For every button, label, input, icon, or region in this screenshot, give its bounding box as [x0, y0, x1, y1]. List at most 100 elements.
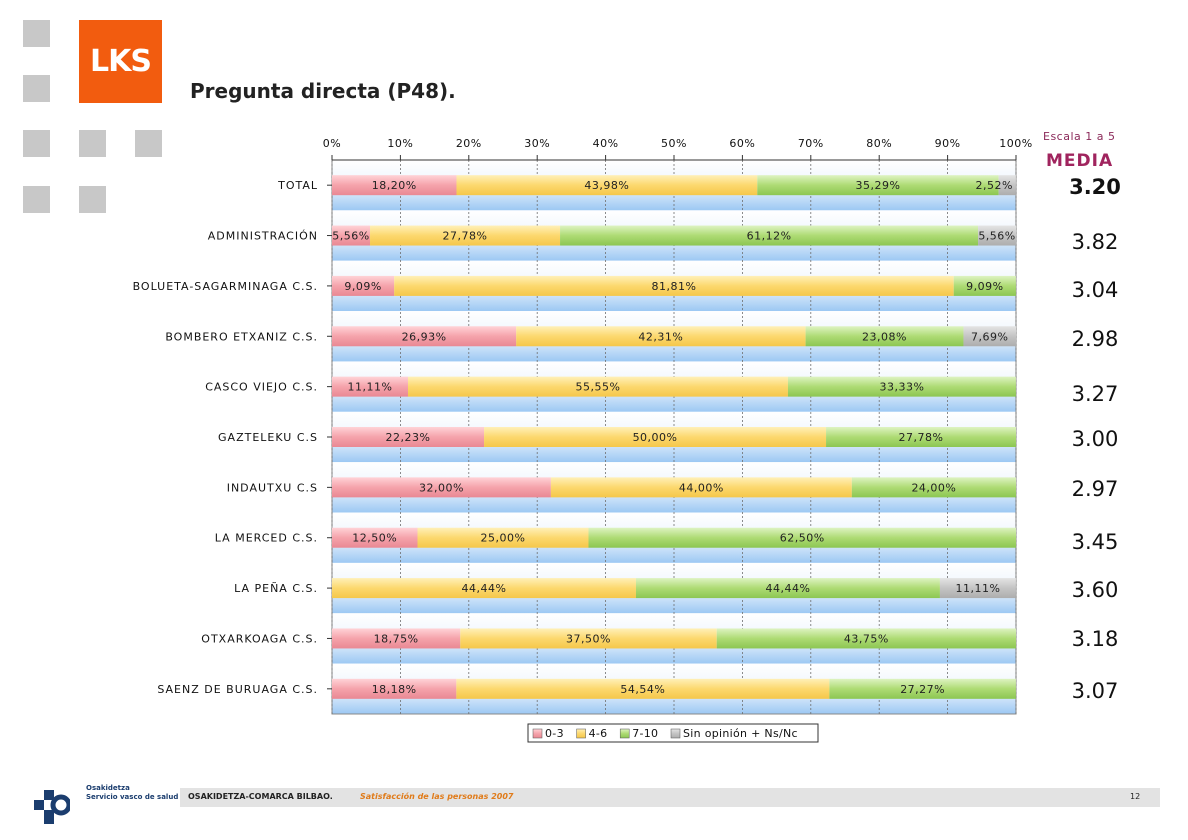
mean-value: 3.20	[1069, 175, 1121, 199]
bar-segment	[787, 376, 1016, 397]
bar-segment	[332, 527, 418, 548]
decor-square	[23, 186, 50, 213]
category-label: BOLUETA-SAGARMINAGA C.S.	[133, 280, 318, 293]
scale-note: Escala 1 a 5	[1043, 130, 1116, 143]
data-label: 43,98%	[584, 179, 629, 192]
category-label: LA MERCED C.S.	[215, 532, 318, 545]
osakidetza-logo-line2: Servicio vasco de salud	[86, 793, 179, 801]
mean-value: 3.27	[1071, 382, 1119, 406]
x-axis-ticks: 0% 10% 20% 30% 40% 50% 60% 70% 80% 90% 100%	[323, 137, 1032, 161]
bar-segment	[332, 628, 461, 649]
legend-swatch	[670, 728, 681, 739]
category-label: LA PEÑA C.S.	[234, 582, 318, 595]
bar-segment	[460, 628, 717, 649]
bar-segment	[516, 326, 806, 347]
mean-value: 3.04	[1071, 278, 1119, 302]
mean-value: 3.18	[1071, 627, 1119, 651]
legend: 0-3 4-6 7-10 Sin opinión + Ns/Nc	[527, 723, 819, 743]
bar-segment	[963, 326, 1016, 347]
data-label: 42,31%	[638, 330, 683, 343]
data-label: 9,09%	[966, 280, 1003, 293]
stacked-bar-chart: 0% 10% 20% 30% 40% 50% 60% 70% 80% 90% 100% TOTAL A…	[133, 137, 1032, 743]
x-tick-label: 60%	[729, 137, 755, 150]
page-title: Pregunta directa (P48).	[190, 79, 456, 103]
data-label: 44,44%	[765, 582, 810, 595]
data-label: 11,11%	[348, 381, 393, 394]
data-label: 12,50%	[352, 532, 397, 545]
bar-segment	[978, 225, 1016, 246]
legend-swatch	[619, 728, 630, 739]
x-tick-label: 100%	[999, 137, 1032, 150]
bar-segment	[332, 275, 395, 296]
x-tick-label: 30%	[524, 137, 550, 150]
x-tick-label: 40%	[593, 137, 619, 150]
data-label: 24,00%	[911, 481, 956, 494]
data-label: 18,75%	[374, 632, 419, 645]
bar-segment	[332, 175, 457, 196]
bar-segment	[370, 225, 561, 246]
osakidetza-logo-line1: Osakidetza	[86, 784, 130, 792]
data-label: 9,09%	[344, 280, 381, 293]
bar-segment	[332, 477, 551, 498]
data-label: 18,18%	[372, 683, 417, 696]
data-label: 33,33%	[879, 381, 924, 394]
data-label: 62,50%	[780, 532, 825, 545]
category-labels: TOTAL ADMINISTRACIÓN BOLUETA-SAGARMINAGA C…	[133, 179, 332, 696]
x-tick-label: 80%	[866, 137, 892, 150]
category-label: TOTAL	[277, 179, 318, 192]
mean-value: 2.97	[1071, 477, 1119, 501]
data-label: 54,54%	[620, 683, 665, 696]
data-label: 26,93%	[402, 330, 447, 343]
data-label: 50,00%	[633, 431, 678, 444]
bar-segment	[953, 275, 1016, 296]
category-label: CASCO VIEJO C.S.	[205, 381, 318, 394]
data-label: 81,81%	[651, 280, 696, 293]
bar-segment	[805, 326, 964, 347]
footer-bar	[180, 788, 1160, 807]
decor-square	[135, 130, 162, 157]
mean-label: MEDIA	[1046, 151, 1114, 171]
decor-square	[79, 130, 106, 157]
legend-label: Sin opinión + Ns/Nc	[683, 727, 798, 740]
mean-value: 3.45	[1071, 530, 1119, 554]
legend-swatch	[576, 728, 586, 739]
bar-segment	[407, 376, 788, 397]
bar-segment	[829, 678, 1016, 699]
data-label: 61,12%	[747, 230, 792, 243]
lks-logo: LKS	[79, 20, 162, 103]
x-tick-label: 70%	[798, 137, 824, 150]
data-label: 25,00%	[481, 532, 526, 545]
decor-square	[23, 20, 50, 47]
data-label: 32,00%	[419, 481, 464, 494]
category-label: INDAUTXU C.S	[227, 481, 318, 494]
data-label: 35,29%	[856, 179, 901, 192]
category-label: ADMINISTRACIÓN	[208, 230, 318, 243]
bar-segment	[332, 578, 636, 599]
mean-value: 2.98	[1071, 327, 1119, 351]
data-label: 18,20%	[372, 179, 417, 192]
bar-segment	[417, 527, 589, 548]
x-tick-label: 20%	[456, 137, 482, 150]
x-tick-label: 90%	[935, 137, 961, 150]
bar-segment	[939, 578, 1016, 599]
data-label: 44,00%	[679, 481, 724, 494]
footer-org: OSAKIDETZA-COMARCA BILBAO.	[188, 792, 333, 801]
data-label: 5,56%	[978, 230, 1015, 243]
data-label: 44,44%	[462, 582, 507, 595]
data-label: 5,56%	[332, 230, 369, 243]
bar-segment	[456, 678, 830, 699]
data-label: 7,69%	[971, 330, 1008, 343]
category-label: GAZTELEKU C.S	[218, 431, 318, 444]
bar-segment	[560, 225, 979, 246]
bar-segment	[332, 678, 457, 699]
bar-segment	[588, 527, 1016, 548]
page-number: 12	[1130, 792, 1141, 801]
decor-square	[23, 130, 50, 157]
x-tick-label: 0%	[323, 137, 341, 150]
legend-label: 7-10	[632, 727, 658, 740]
legend-label: 4-6	[589, 727, 608, 740]
data-label: 23,08%	[862, 330, 907, 343]
mean-value: 3.60	[1071, 578, 1119, 602]
data-label: 27,78%	[443, 230, 488, 243]
bar-segment	[332, 326, 517, 347]
